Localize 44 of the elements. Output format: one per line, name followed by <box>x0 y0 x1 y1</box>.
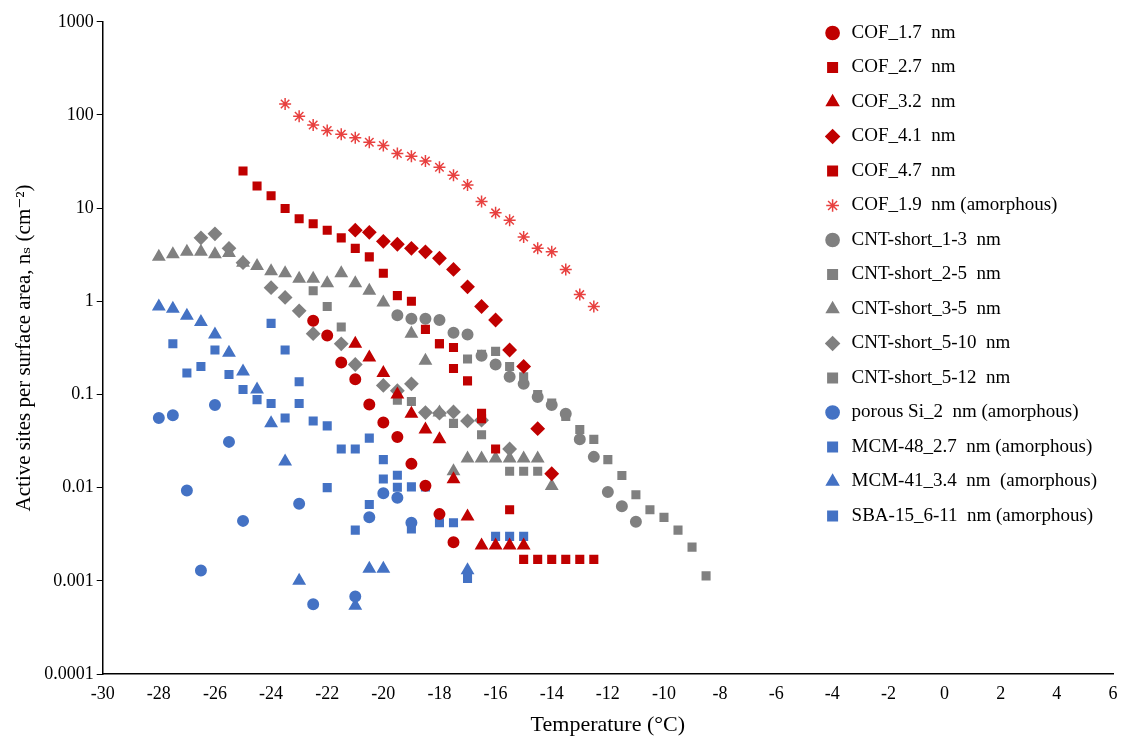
legend-label: MCM-41_3.4 nm (amorphous) <box>851 469 1097 492</box>
legend-label: COF_4.7 nm <box>851 158 956 180</box>
x-tick-label: 2 <box>996 682 1006 703</box>
y-tick-label: 0.1 <box>71 383 94 404</box>
y-tick-label: 0.001 <box>53 569 94 590</box>
legend-label: CNT-short_1-3 nm <box>851 227 1002 249</box>
legend-label: CNT-short_3-5 nm <box>851 296 1002 318</box>
x-tick-label: -4 <box>824 682 840 703</box>
y-axis-title: Active sites per surface area, nₛ (cm⁻²) <box>11 184 36 512</box>
y-tick-label: 0.0001 <box>44 662 94 683</box>
y-tick-label: 100 <box>66 103 94 124</box>
x-tick-label: -14 <box>539 682 564 703</box>
x-tick-label: -10 <box>651 682 676 703</box>
x-tick-label: 0 <box>940 682 950 703</box>
legend-label: COF_1.9 nm (amorphous) <box>851 193 1058 216</box>
x-tick-label: -26 <box>202 682 227 703</box>
legend-label: CNT-short_2-5 nm <box>851 262 1002 284</box>
x-tick-label: -20 <box>371 682 396 703</box>
legend-label: porous Si_2 nm (amorphous) <box>851 400 1079 423</box>
x-tick-label: -8 <box>712 682 728 703</box>
legend-label: CNT-short_5-12 nm <box>851 365 1011 387</box>
y-tick-label: 0.01 <box>62 476 94 497</box>
legend-label: SBA-15_6-11 nm (amorphous) <box>851 503 1094 526</box>
x-tick-label: -18 <box>427 682 452 703</box>
x-tick-label: -22 <box>315 682 340 703</box>
legend-label: COF_2.7 nm <box>851 55 956 77</box>
y-tick-label: 10 <box>75 196 94 217</box>
x-tick-label: -30 <box>90 682 115 703</box>
x-tick-label: -12 <box>595 682 620 703</box>
x-tick-label: 4 <box>1052 682 1062 703</box>
x-tick-label: -6 <box>768 682 784 703</box>
x-axis-title: Temperature (°C) <box>530 710 686 736</box>
legend-label: MCM-48_2.7 nm (amorphous) <box>851 434 1093 457</box>
y-tick-label: 1 <box>84 290 94 311</box>
x-tick-label: -28 <box>146 682 171 703</box>
y-tick-label: 1000 <box>57 10 94 31</box>
legend-label: COF_1.7 nm <box>851 20 956 42</box>
legend-label: COF_3.2 nm <box>851 89 956 111</box>
legend-label: COF_4.1 nm <box>851 124 956 146</box>
x-tick-label: -2 <box>880 682 896 703</box>
legend-label: CNT-short_5-10 nm <box>851 331 1011 353</box>
x-tick-label: 6 <box>1108 682 1118 703</box>
x-tick-label: -16 <box>483 682 508 703</box>
x-tick-label: -24 <box>259 682 284 703</box>
